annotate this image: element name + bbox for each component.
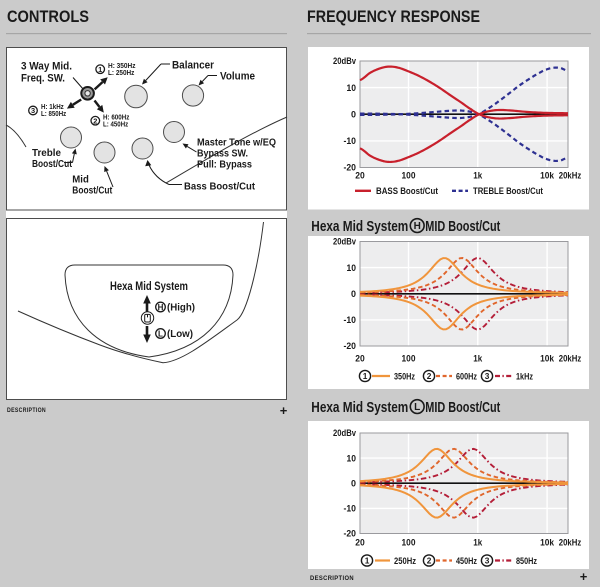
svg-text:+: + — [280, 403, 288, 418]
svg-text:Bass Boost/Cut: Bass Boost/Cut — [184, 180, 255, 192]
svg-text:-10: -10 — [344, 315, 357, 325]
svg-text:10k: 10k — [540, 538, 555, 548]
svg-text:20: 20 — [355, 354, 365, 364]
svg-text:Volume: Volume — [220, 71, 255, 83]
svg-text:10k: 10k — [540, 171, 555, 181]
svg-text:2: 2 — [427, 371, 432, 381]
svg-text:1: 1 — [365, 556, 370, 566]
svg-text:3: 3 — [485, 371, 490, 381]
svg-text:20dBv: 20dBv — [333, 428, 356, 438]
svg-text:DESCRIPTION: DESCRIPTION — [310, 575, 354, 582]
svg-text:H: 600Hz: H: 600Hz — [103, 114, 130, 121]
svg-text:Pull: Bypass: Pull: Bypass — [197, 159, 252, 171]
svg-text:Treble: Treble — [32, 147, 61, 159]
svg-text:L: L — [158, 330, 163, 339]
svg-text:-20: -20 — [344, 341, 357, 351]
svg-text:0: 0 — [351, 289, 356, 299]
svg-text:Mid: Mid — [72, 174, 89, 186]
svg-text:1: 1 — [363, 371, 368, 381]
svg-text:Master Tone w/EQ: Master Tone w/EQ — [197, 137, 276, 149]
svg-text:0: 0 — [351, 110, 356, 120]
svg-text:-10: -10 — [344, 136, 357, 146]
svg-text:100: 100 — [402, 171, 416, 181]
svg-text:1k: 1k — [473, 538, 483, 548]
svg-text:1k: 1k — [473, 354, 483, 364]
svg-text:Bypass SW.: Bypass SW. — [197, 148, 248, 160]
svg-text:1k: 1k — [473, 171, 483, 181]
svg-text:Freq. SW.: Freq. SW. — [21, 73, 65, 85]
svg-text:Hexa Mid System: Hexa Mid System — [110, 279, 188, 293]
svg-text:Hexa Mid System: Hexa Mid System — [311, 219, 408, 235]
svg-text:Boost/Cut: Boost/Cut — [32, 158, 72, 170]
svg-text:3 Way Mid.: 3 Way Mid. — [21, 61, 72, 73]
svg-text:1kHz: 1kHz — [516, 371, 533, 381]
svg-text:1: 1 — [98, 65, 102, 74]
svg-text:20: 20 — [355, 538, 365, 548]
svg-text:0: 0 — [351, 478, 356, 488]
svg-text:10: 10 — [347, 453, 357, 463]
svg-text:L: L — [414, 402, 420, 413]
svg-text:H: H — [414, 221, 421, 232]
svg-text:BASS Boost/Cut: BASS Boost/Cut — [376, 186, 438, 196]
svg-text:3: 3 — [485, 556, 490, 566]
svg-text:100: 100 — [402, 354, 416, 364]
svg-text:10k: 10k — [540, 354, 555, 364]
svg-text:20dBv: 20dBv — [333, 237, 356, 247]
svg-text:DESCRIPTION: DESCRIPTION — [7, 407, 46, 414]
svg-text:20kHz: 20kHz — [559, 171, 582, 181]
svg-text:L: 250Hz: L: 250Hz — [108, 70, 135, 77]
svg-text:(High): (High) — [167, 303, 195, 314]
svg-text:20kHz: 20kHz — [559, 538, 582, 548]
svg-text:450Hz: 450Hz — [456, 556, 477, 566]
svg-text:-20: -20 — [344, 163, 357, 173]
svg-text:3: 3 — [31, 106, 35, 115]
svg-text:H: 350Hz: H: 350Hz — [108, 63, 136, 70]
svg-text:MID Boost/Cut: MID Boost/Cut — [425, 400, 500, 416]
svg-text:10: 10 — [347, 263, 357, 273]
svg-text:250Hz: 250Hz — [394, 556, 416, 566]
svg-text:H: H — [158, 303, 164, 312]
svg-text:L: 450Hz: L: 450Hz — [103, 121, 129, 128]
svg-text:Boost/Cut: Boost/Cut — [72, 185, 112, 197]
svg-text:20kHz: 20kHz — [559, 354, 582, 364]
svg-text:CONTROLS: CONTROLS — [7, 8, 89, 26]
svg-text:L: 850Hz: L: 850Hz — [41, 111, 67, 118]
svg-text:Hexa Mid System: Hexa Mid System — [311, 400, 408, 416]
svg-text:20: 20 — [355, 171, 365, 181]
svg-text:10: 10 — [347, 83, 357, 93]
svg-text:-10: -10 — [344, 504, 357, 514]
svg-text:TREBLE Boost/Cut: TREBLE Boost/Cut — [473, 186, 543, 196]
svg-text:20dBv: 20dBv — [333, 56, 356, 66]
svg-text:100: 100 — [402, 538, 416, 548]
svg-text:+: + — [580, 569, 588, 584]
svg-text:Balancer: Balancer — [172, 59, 215, 71]
svg-text:(Low): (Low) — [167, 329, 193, 340]
svg-text:MID Boost/Cut: MID Boost/Cut — [425, 219, 500, 235]
svg-text:850Hz: 850Hz — [516, 556, 537, 566]
svg-text:350Hz: 350Hz — [394, 371, 415, 381]
svg-text:2: 2 — [93, 116, 97, 125]
svg-text:H: 1kHz: H: 1kHz — [41, 104, 64, 111]
svg-text:600Hz: 600Hz — [456, 371, 477, 381]
svg-text:FREQUENCY RESPONSE: FREQUENCY RESPONSE — [307, 8, 480, 26]
svg-text:2: 2 — [427, 556, 432, 566]
svg-text:-20: -20 — [344, 529, 357, 539]
